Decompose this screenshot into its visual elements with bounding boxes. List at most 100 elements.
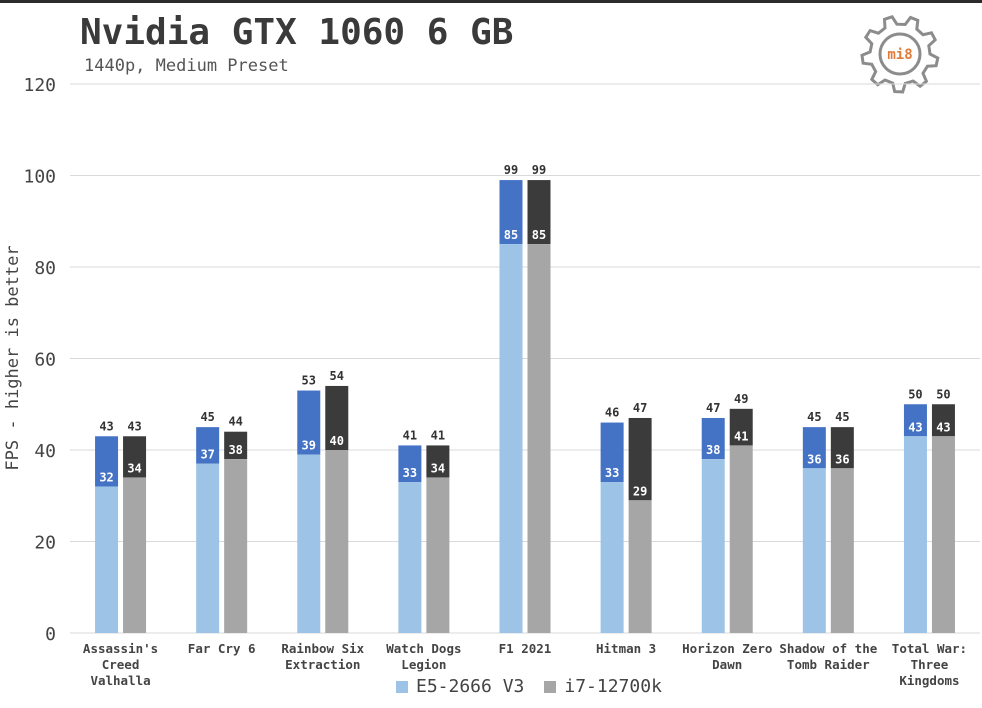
- data-label-avg: 45: [200, 410, 214, 424]
- bar-min-segment: [729, 445, 753, 633]
- data-label-min: 41: [734, 429, 748, 443]
- data-label-avg: 43: [99, 419, 113, 433]
- data-label-min: 38: [706, 443, 720, 457]
- bar-avg-segment: [600, 422, 624, 483]
- x-tick-label: Far Cry 6: [188, 641, 256, 656]
- bar-min-segment: [628, 500, 652, 633]
- legend: E5-2666 V3 i7-12700k: [396, 676, 682, 697]
- bar-avg-segment: [95, 436, 119, 487]
- bar-min-segment: [426, 477, 450, 633]
- bar-min-segment: [527, 244, 551, 633]
- data-label-avg: 47: [633, 401, 647, 415]
- data-label-min: 37: [200, 448, 214, 462]
- bar-min-segment: [297, 454, 321, 633]
- bar-min-segment: [196, 463, 220, 633]
- legend-label: i7-12700k: [564, 676, 662, 697]
- data-label-min: 36: [807, 452, 821, 466]
- bar-min-segment: [325, 450, 349, 633]
- bar-avg-segment: [802, 427, 826, 469]
- bar-min-segment: [701, 459, 725, 633]
- bar-min-segment: [95, 486, 119, 633]
- y-tick-label: 100: [23, 167, 56, 188]
- bar-min-segment: [600, 482, 624, 633]
- data-label-min: 33: [403, 466, 417, 480]
- bar-min-segment: [123, 477, 147, 633]
- chart-title: Nvidia GTX 1060 6 GB: [80, 12, 514, 53]
- bar-avg-segment: [297, 390, 321, 455]
- y-tick-label: 0: [45, 624, 56, 645]
- y-tick-label: 40: [34, 441, 56, 462]
- legend-item-i7-12700k: i7-12700k: [544, 676, 662, 697]
- data-label-min: 40: [330, 434, 344, 448]
- data-label-min: 34: [431, 461, 445, 475]
- data-label-min: 85: [504, 228, 518, 242]
- data-label-avg: 41: [403, 428, 417, 442]
- data-label-avg: 43: [127, 419, 141, 433]
- bar-avg-segment: [628, 417, 652, 501]
- x-tick-label: Watch Dogs Legion: [386, 641, 461, 672]
- bar-avg-segment: [499, 180, 523, 245]
- data-label-avg: 50: [908, 387, 922, 401]
- y-tick-label: 120: [23, 75, 56, 96]
- data-label-avg: 49: [734, 392, 748, 406]
- x-tick-label: Hitman 3: [596, 641, 656, 656]
- bar-min-segment: [802, 468, 826, 633]
- bar-avg-segment: [196, 427, 220, 464]
- data-label-avg: 53: [302, 374, 316, 388]
- y-axis-label: FPS - higher is better: [3, 245, 23, 470]
- data-label-avg: 44: [228, 415, 242, 429]
- bar-avg-segment: [931, 404, 955, 437]
- legend-swatch: [544, 680, 557, 693]
- bar-min-segment: [224, 459, 248, 633]
- bar-min-segment: [931, 436, 955, 633]
- data-label-avg: 50: [936, 387, 950, 401]
- data-label-min: 36: [835, 452, 849, 466]
- legend-label: E5-2666 V3: [416, 676, 525, 697]
- x-tick-label: Rainbow Six Extraction: [281, 641, 364, 672]
- x-tick-label: Horizon Zero Dawn: [682, 641, 772, 672]
- chart-subtitle: 1440p, Medium Preset: [84, 56, 289, 76]
- data-label-min: 34: [127, 461, 141, 475]
- bar-avg-segment: [701, 417, 725, 460]
- y-tick-label: 20: [34, 533, 56, 554]
- data-label-avg: 46: [605, 406, 619, 420]
- top-border: [0, 0, 982, 3]
- legend-swatch: [396, 680, 408, 693]
- data-label-avg: 45: [807, 410, 821, 424]
- bar-min-segment: [830, 468, 854, 633]
- data-label-avg: 99: [504, 163, 518, 177]
- x-tick-label: F1 2021: [499, 641, 552, 656]
- logo-text: mi8: [887, 47, 912, 63]
- data-label-avg: 54: [330, 369, 344, 383]
- bar-avg-segment: [830, 427, 854, 469]
- y-tick-label: 60: [34, 350, 56, 371]
- data-label-avg: 45: [835, 410, 849, 424]
- bar-avg-segment: [398, 445, 422, 483]
- x-tick-label: Total War: Three Kingdoms: [892, 641, 967, 688]
- data-label-min: 29: [633, 484, 647, 498]
- data-label-avg: 41: [431, 428, 445, 442]
- y-tick-label: 80: [34, 258, 56, 279]
- bar-avg-segment: [123, 436, 147, 478]
- bar-avg-segment: [527, 180, 551, 245]
- bar-avg-segment: [426, 445, 450, 478]
- data-label-min: 33: [605, 466, 619, 480]
- bar-avg-segment: [903, 404, 927, 437]
- data-label-avg: 99: [532, 163, 546, 177]
- data-label-min: 38: [228, 443, 242, 457]
- legend-item-e5-2666-v3: E5-2666 V3: [396, 676, 524, 697]
- bar-avg-segment: [224, 431, 248, 460]
- data-label-min: 85: [532, 228, 546, 242]
- bar-min-segment: [398, 482, 422, 633]
- data-label-avg: 47: [706, 401, 720, 415]
- data-label-min: 32: [99, 471, 113, 485]
- data-label-min: 39: [302, 439, 316, 453]
- data-label-min: 43: [936, 420, 950, 434]
- bar-min-segment: [499, 244, 523, 633]
- data-label-min: 43: [908, 420, 922, 434]
- bar-min-segment: [903, 436, 927, 633]
- bar-avg-segment: [325, 385, 349, 450]
- mi8-logo-gear-icon: mi8: [860, 15, 940, 94]
- bar-avg-segment: [729, 408, 753, 446]
